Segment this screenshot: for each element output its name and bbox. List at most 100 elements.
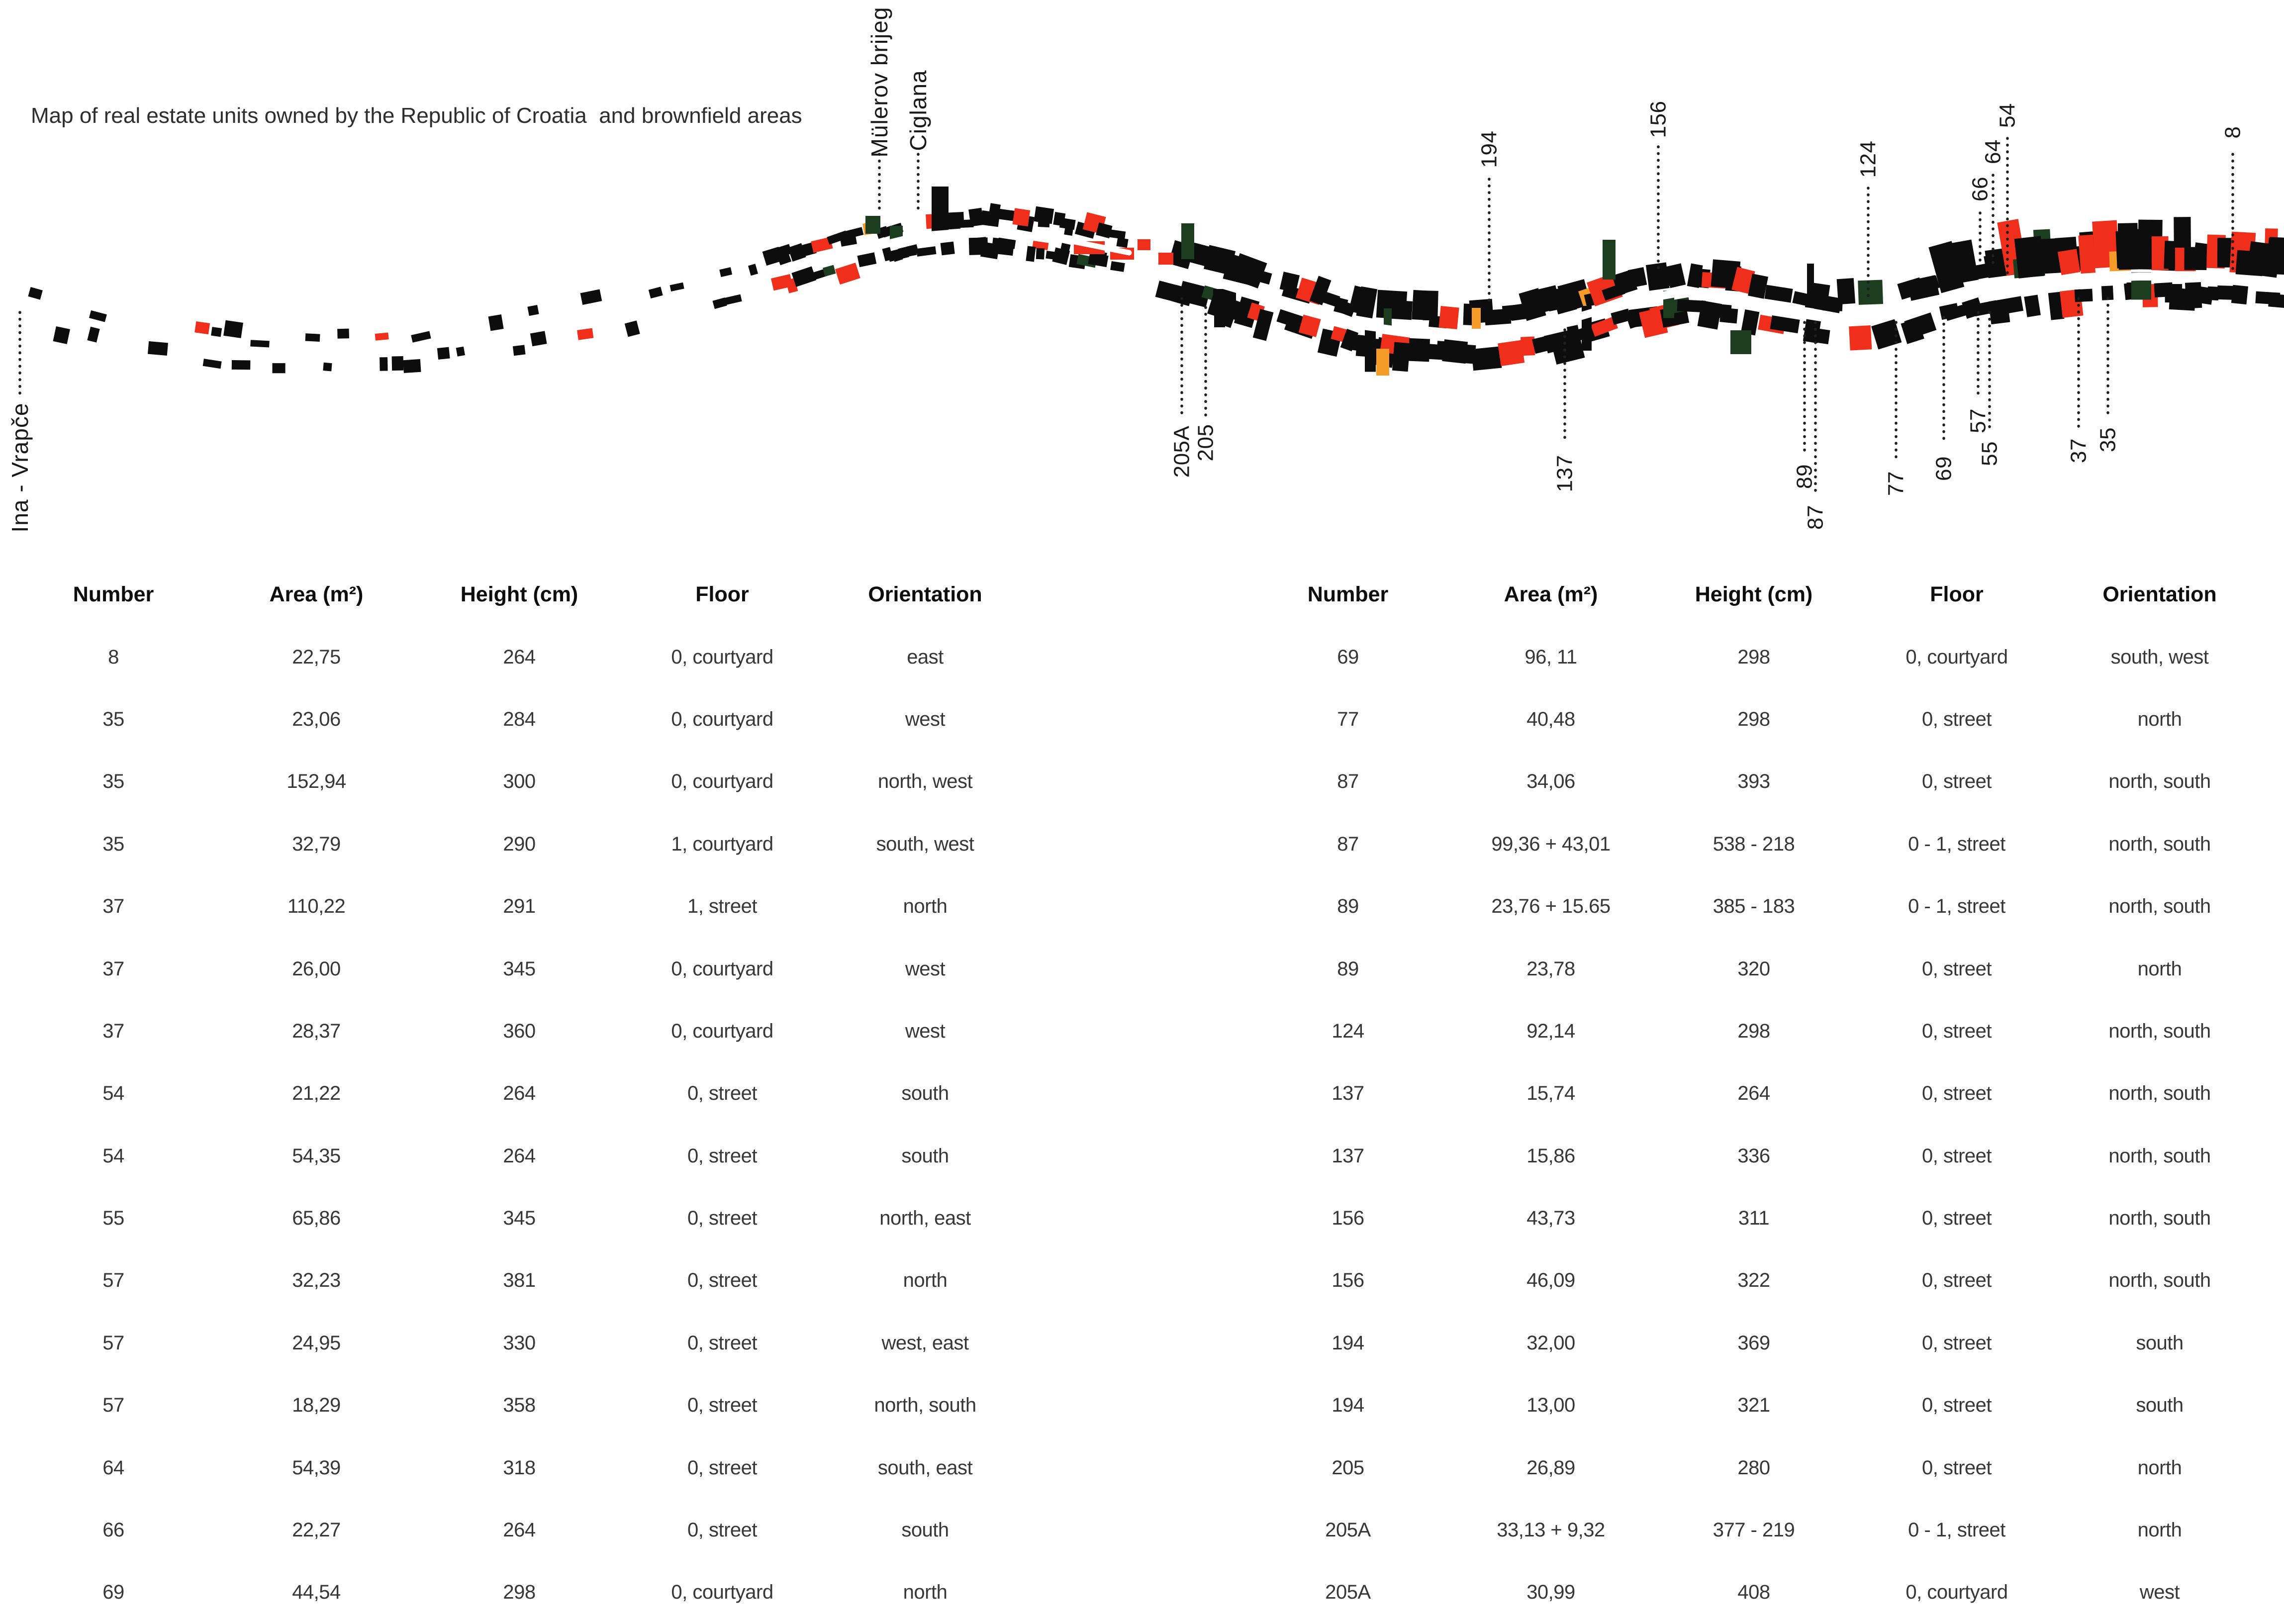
table-row: 66 22,27 264 0, street south: [12, 1499, 1027, 1561]
building: [223, 320, 243, 338]
table-row: 57 24,95 330 0, street west, east: [12, 1312, 1027, 1374]
table-cell: 320: [1737, 957, 1770, 980]
table-row: 205A 33,13 + 9,32 377 - 219 0 - 1, street no…: [1246, 1499, 2261, 1561]
building: [147, 341, 168, 356]
map: Mülerov brijeg Ciglana 194 156 124 66 64 54 8 205…: [7, 7, 2284, 532]
building: [968, 207, 984, 227]
table-cell: north: [2137, 1456, 2182, 1479]
building: [1971, 263, 1990, 281]
building: [411, 331, 431, 343]
building: [1836, 278, 1856, 305]
building: [2231, 285, 2249, 305]
table-cell: south: [901, 1145, 949, 1167]
table-cell: 369: [1737, 1332, 1770, 1354]
table-cell: north: [903, 1581, 948, 1604]
table-cell: north, south: [2108, 1269, 2211, 1292]
table-cell: north: [2137, 1519, 2182, 1541]
table-cell: 40,48: [1526, 708, 1575, 730]
building: [669, 282, 684, 291]
table-cell: 137: [1332, 1145, 1364, 1167]
building: [827, 230, 849, 245]
building: [648, 287, 663, 299]
building: [865, 216, 880, 234]
building: [1032, 241, 1049, 251]
building: [997, 208, 1017, 221]
table-row: 57 18,29 358 0, street north, south: [12, 1374, 1027, 1436]
table-cell: 33,13 + 9,32: [1497, 1519, 1605, 1541]
table-cell: 22,27: [292, 1519, 341, 1541]
table-cell: 0 - 1, street: [1908, 1519, 2005, 1541]
building: [1521, 336, 1535, 356]
building: [1314, 288, 1340, 307]
map-label-55: 55: [1978, 441, 2002, 466]
units-table-left: Number Area (m²) Height (cm) Floor Orientati…: [12, 564, 1027, 1624]
table-cell: north, south: [2108, 1020, 2211, 1042]
table-cell: 22,75: [292, 646, 341, 668]
road: [1170, 267, 2284, 340]
page-title: Map of real estate units owned by the Re…: [31, 103, 802, 128]
table-row: 137 15,86 336 0, street north, south: [1246, 1125, 2261, 1187]
table-cell: 194: [1332, 1332, 1364, 1354]
building: [857, 252, 877, 268]
building: [843, 227, 864, 240]
building: [1116, 237, 1129, 248]
table-cell: 0, street: [687, 1145, 758, 1167]
building-layer: [28, 187, 2284, 376]
building: [1138, 239, 1150, 250]
building: [375, 332, 389, 341]
table-cell: 69: [102, 1581, 124, 1604]
building: [719, 267, 733, 277]
building: [1627, 267, 1647, 288]
table-cell: 23,76 + 15.65: [1491, 895, 1611, 918]
table-cell: 137: [1332, 1082, 1364, 1105]
table-cell: north: [903, 1269, 948, 1292]
map-label-54: 54: [1996, 103, 2020, 128]
building: [2057, 249, 2081, 276]
table-cell: east: [907, 646, 944, 668]
building: [1498, 340, 1525, 367]
table-row: 55 65,86 345 0, street north, east: [12, 1187, 1027, 1249]
building: [2268, 237, 2284, 275]
map-label-205a: 205A: [1170, 425, 1194, 478]
table-cell: 54: [102, 1145, 124, 1167]
table-cell: 0, street: [687, 1207, 758, 1230]
building: [28, 287, 43, 300]
table-cell: 0, courtyard: [671, 957, 773, 980]
building: [887, 247, 910, 262]
table-cell: 15,86: [1526, 1145, 1575, 1167]
table-cell: north, east: [879, 1207, 971, 1230]
table-cell: 264: [503, 1145, 536, 1167]
map-label-77: 77: [1884, 471, 1908, 496]
building: [488, 314, 504, 331]
table-cell: 318: [503, 1456, 536, 1479]
table-row: 194 13,00 321 0, street south: [1246, 1374, 2261, 1436]
building: [2014, 236, 2045, 279]
table-cell: north, south: [2108, 1145, 2211, 1167]
table-cell: 538 - 218: [1713, 833, 1795, 855]
building: [1471, 346, 1502, 371]
building: [1904, 312, 1937, 339]
map-label-87: 87: [1804, 505, 1828, 530]
table-cell: 0, courtyard: [671, 646, 773, 668]
table-cell: north, south: [2108, 833, 2211, 855]
table-cell: 264: [503, 1082, 536, 1105]
table-cell: west: [2139, 1581, 2180, 1604]
building: [1038, 217, 1050, 228]
table-cell: south, west: [876, 833, 974, 855]
map-label-m-lerov-brijeg: Mülerov brijeg: [866, 7, 892, 158]
map-label-89: 89: [1793, 464, 1817, 489]
building: [1807, 264, 1814, 293]
table-cell: south: [2136, 1394, 2184, 1417]
table-row: 205 26,89 280 0, street north: [1246, 1436, 2261, 1499]
map-label-57: 57: [1966, 408, 1991, 433]
table-row: 37 26,00 345 0, courtyard west: [12, 938, 1027, 1000]
building: [1423, 290, 1438, 321]
building: [2101, 286, 2114, 300]
table-cell: north: [2137, 957, 2182, 980]
building: [1815, 328, 1830, 345]
table-cell: 65,86: [292, 1207, 341, 1230]
column-header: Floor: [695, 582, 749, 607]
building: [770, 274, 793, 291]
table-cell: north, south: [2108, 770, 2211, 793]
building: [1088, 252, 1109, 268]
